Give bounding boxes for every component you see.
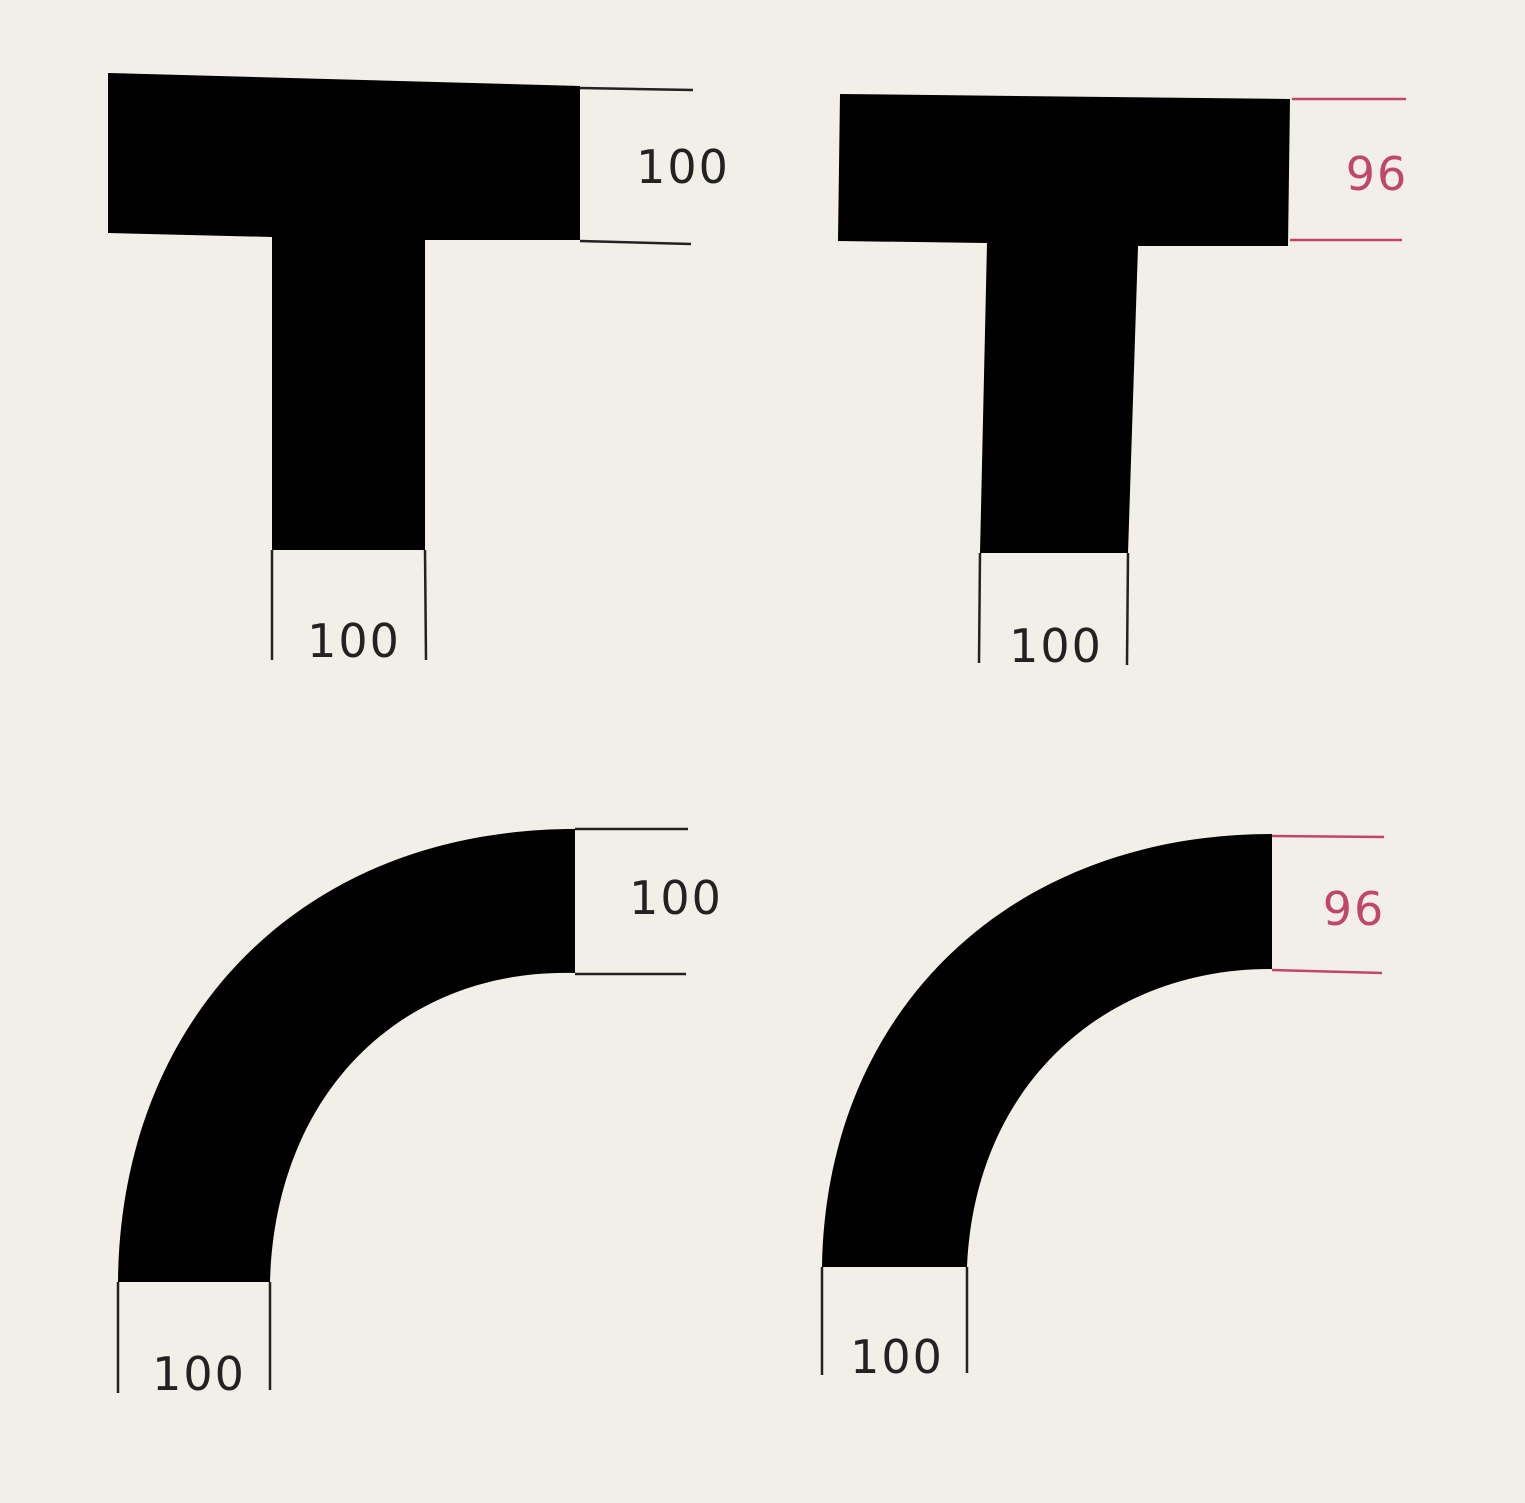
vertical-stroke-label: 100 (850, 1330, 944, 1384)
panel-t-equal: 100 100 (108, 73, 730, 668)
horizontal-stroke-label: 100 (636, 140, 730, 194)
t-shape (838, 94, 1290, 553)
dimension-line-bottom (1271, 968, 1383, 975)
curve-shape (822, 834, 1272, 1267)
dimension-line-bottom (579, 239, 692, 246)
dimension-line-left (977, 552, 982, 664)
panel-t-compensated: 96 100 (838, 94, 1409, 673)
t-shape (108, 73, 580, 550)
vertical-stroke-label: 100 (307, 614, 401, 668)
curve-shape (118, 829, 575, 1282)
panel-curve-equal: 100 100 (116, 827, 723, 1401)
horizontal-stroke-label: 96 (1346, 147, 1409, 201)
dimension-line-right (423, 549, 428, 661)
horizontal-stroke-label: 96 (1323, 882, 1386, 936)
panel-curve-compensated: 96 100 (820, 834, 1386, 1384)
vertical-stroke-label: 100 (152, 1347, 246, 1401)
dimension-line-right (1125, 552, 1130, 666)
dimension-line-top (1271, 834, 1385, 839)
vertical-stroke-label: 100 (1009, 619, 1103, 673)
horizontal-stroke-label: 100 (629, 871, 723, 925)
dimension-line-top (579, 86, 694, 92)
